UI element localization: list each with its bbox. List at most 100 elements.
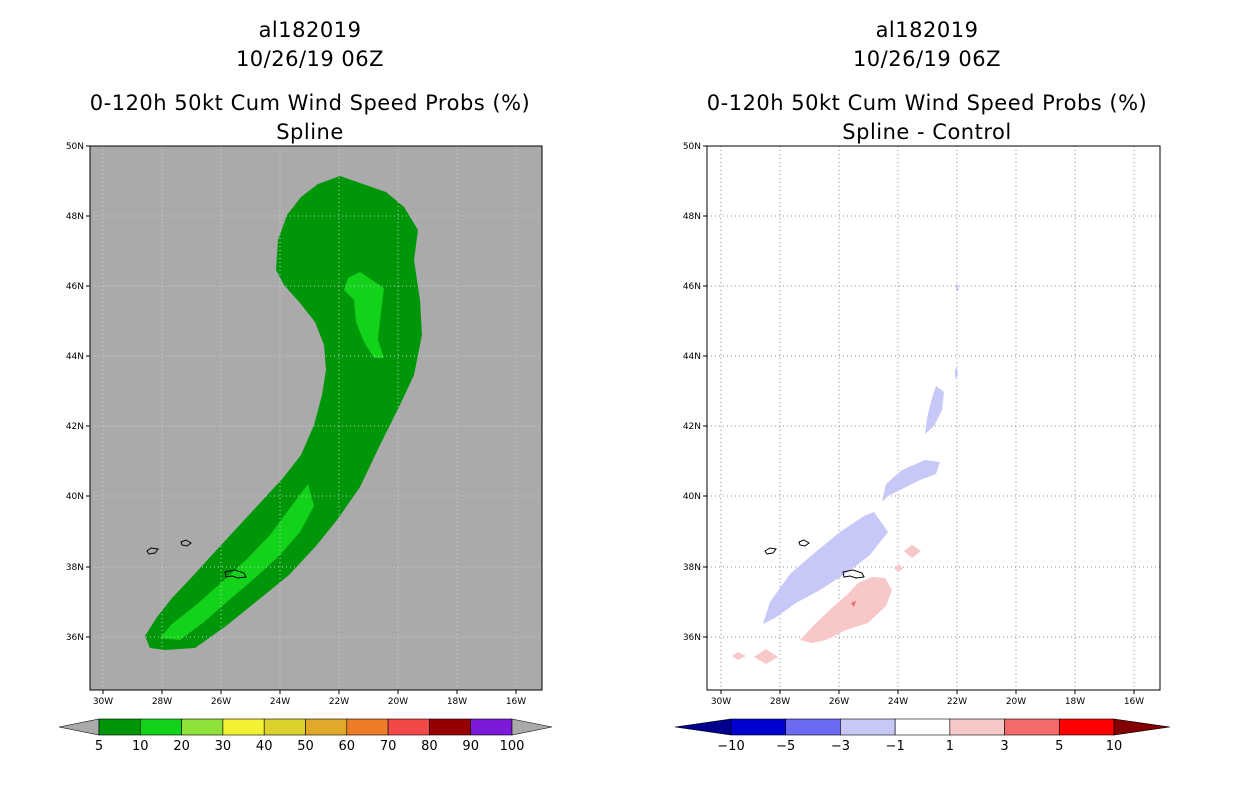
left-lon-label: 28W bbox=[152, 697, 172, 707]
right-lon-label: 28W bbox=[770, 697, 790, 707]
left-colorbar-label: 10 bbox=[132, 739, 149, 754]
left-colorbar-label: 90 bbox=[462, 739, 479, 754]
left-longitude-axis: 30W 28W 26W 24W 22W 20W 18W 16W bbox=[93, 690, 526, 707]
right-lon-label: 20W bbox=[1006, 697, 1026, 707]
right-lon-label: 18W bbox=[1065, 697, 1085, 707]
right-product-title: 0-120h 50kt Cum Wind Speed Probs (%) bbox=[706, 91, 1148, 115]
left-colorbar-high-end bbox=[511, 718, 553, 736]
right-colorbar-swatch bbox=[785, 718, 841, 736]
left-island-graciosa bbox=[180, 539, 192, 547]
left-colorbar-swatch bbox=[470, 718, 513, 736]
left-map-frame bbox=[89, 145, 543, 691]
left-lon-label: 16W bbox=[506, 697, 526, 707]
right-pos-strong-spot bbox=[851, 601, 856, 607]
left-colorbar-swatch bbox=[346, 718, 389, 736]
left-colorbar-swatch bbox=[222, 718, 265, 736]
left-colorbar-label: 30 bbox=[215, 739, 232, 754]
right-longitude-axis: 30W 28W 26W 24W 22W 20W 18W 16W bbox=[711, 690, 1144, 707]
left-colorbar-label: 80 bbox=[421, 739, 438, 754]
left-lon-label: 24W bbox=[270, 697, 290, 707]
left-prob-10-20-region-north bbox=[344, 272, 384, 358]
left-lat-label: 36N bbox=[66, 633, 84, 643]
right-colorbar-label: −10 bbox=[717, 739, 744, 754]
right-map: 50N 48N 46N 44N 42N 40N 38N 36N 30W 28W 26W 24W 22W… bbox=[683, 142, 1161, 707]
right-latitude-axis: 50N 48N 46N 44N 42N 40N 38N 36N bbox=[683, 142, 707, 643]
right-colorbar-label: −1 bbox=[886, 739, 905, 754]
left-colorbar-swatch bbox=[181, 718, 224, 736]
right-island-saomiguel bbox=[842, 569, 865, 579]
left-colorbar-swatch bbox=[429, 718, 471, 736]
left-lon-label: 26W bbox=[211, 697, 231, 707]
left-map: 50N 48N 46N 44N 42N 40N 38N 36N 30W 28W 26W 24W 22W… bbox=[66, 142, 543, 707]
right-colorbar-high-end bbox=[1113, 718, 1171, 736]
right-lon-label: 30W bbox=[711, 697, 731, 707]
left-storm-id: al182019 bbox=[258, 18, 362, 42]
right-colorbar-low-end bbox=[674, 718, 732, 736]
right-lat-label: 44N bbox=[683, 352, 701, 362]
left-colorbar-swatch bbox=[263, 718, 306, 736]
right-pos-region-385n bbox=[904, 545, 921, 558]
left-colorbar-label: 40 bbox=[256, 739, 273, 754]
left-colorbar-swatch bbox=[387, 718, 430, 736]
right-gridlines bbox=[707, 146, 1160, 690]
left-colorbar-label: 20 bbox=[173, 739, 190, 754]
left-lat-label: 50N bbox=[66, 142, 84, 152]
right-colorbar-swatch bbox=[730, 718, 787, 736]
right-lat-label: 36N bbox=[683, 633, 701, 643]
left-product-title: 0-120h 50kt Cum Wind Speed Probs (%) bbox=[89, 91, 531, 115]
right-neg-region-43n bbox=[955, 366, 958, 378]
right-lat-label: 50N bbox=[683, 142, 701, 152]
right-pos-region-38n bbox=[894, 564, 903, 572]
left-latitude-axis: 50N 48N 46N 44N 42N 40N 38N 36N bbox=[66, 142, 90, 643]
right-colorbar-label: −5 bbox=[776, 739, 795, 754]
left-colorbar-swatch bbox=[140, 718, 182, 736]
left-island-saomiguel bbox=[224, 569, 247, 579]
right-lon-label: 22W bbox=[947, 697, 967, 707]
left-colorbar-label: 60 bbox=[339, 739, 356, 754]
right-colorbar-label: −3 bbox=[831, 739, 850, 754]
right-neg-region-46n bbox=[956, 284, 959, 291]
right-island-flores bbox=[764, 547, 777, 555]
left-colorbar-swatch bbox=[98, 718, 141, 736]
left-subtitle: Spline bbox=[276, 120, 344, 144]
right-colorbar-swatch bbox=[1058, 718, 1115, 736]
right-lat-label: 48N bbox=[683, 212, 701, 222]
left-colorbar-label: 5 bbox=[95, 739, 103, 754]
right-colorbar-swatch bbox=[949, 718, 1005, 736]
right-pos-region-37n bbox=[800, 577, 892, 643]
right-pos-region-355n-b bbox=[732, 652, 746, 660]
right-lat-label: 40N bbox=[683, 492, 701, 502]
right-colorbar-label: 10 bbox=[1106, 739, 1123, 754]
right-map-frame bbox=[706, 145, 1161, 691]
left-lat-label: 48N bbox=[66, 212, 84, 222]
left-lon-label: 20W bbox=[388, 697, 408, 707]
right-lon-label: 24W bbox=[888, 697, 908, 707]
right-lon-label: 16W bbox=[1124, 697, 1144, 707]
right-pos-region-355n-a bbox=[754, 649, 778, 664]
left-lat-label: 46N bbox=[66, 282, 84, 292]
right-lat-label: 42N bbox=[683, 422, 701, 432]
right-storm-id: al182019 bbox=[875, 18, 979, 42]
left-lon-label: 22W bbox=[329, 697, 349, 707]
right-neg-region-42n bbox=[925, 386, 944, 434]
left-colorbar-low-end bbox=[58, 718, 100, 736]
right-colorbar-label: 1 bbox=[946, 739, 954, 754]
right-datetime: 10/26/19 06Z bbox=[852, 47, 1002, 71]
right-neg-region-40n bbox=[882, 460, 940, 502]
left-lon-label: 18W bbox=[447, 697, 467, 707]
left-lat-label: 42N bbox=[66, 422, 84, 432]
right-subtitle: Spline - Control bbox=[842, 120, 1012, 144]
left-colorbar-label: 70 bbox=[380, 739, 397, 754]
left-colorbar-swatch bbox=[305, 718, 348, 736]
left-colorbar-label: 50 bbox=[297, 739, 314, 754]
right-colorbar-label: 5 bbox=[1055, 739, 1063, 754]
left-lat-label: 44N bbox=[66, 352, 84, 362]
left-datetime: 10/26/19 06Z bbox=[235, 47, 385, 71]
right-colorbar-swatch bbox=[840, 718, 896, 736]
left-prob-10-20-region-south bbox=[160, 484, 314, 640]
right-neg-region-37n bbox=[763, 512, 888, 624]
left-gridlines bbox=[90, 146, 542, 690]
right-lon-label: 26W bbox=[829, 697, 849, 707]
left-colorbar-label: 100 bbox=[500, 739, 525, 754]
